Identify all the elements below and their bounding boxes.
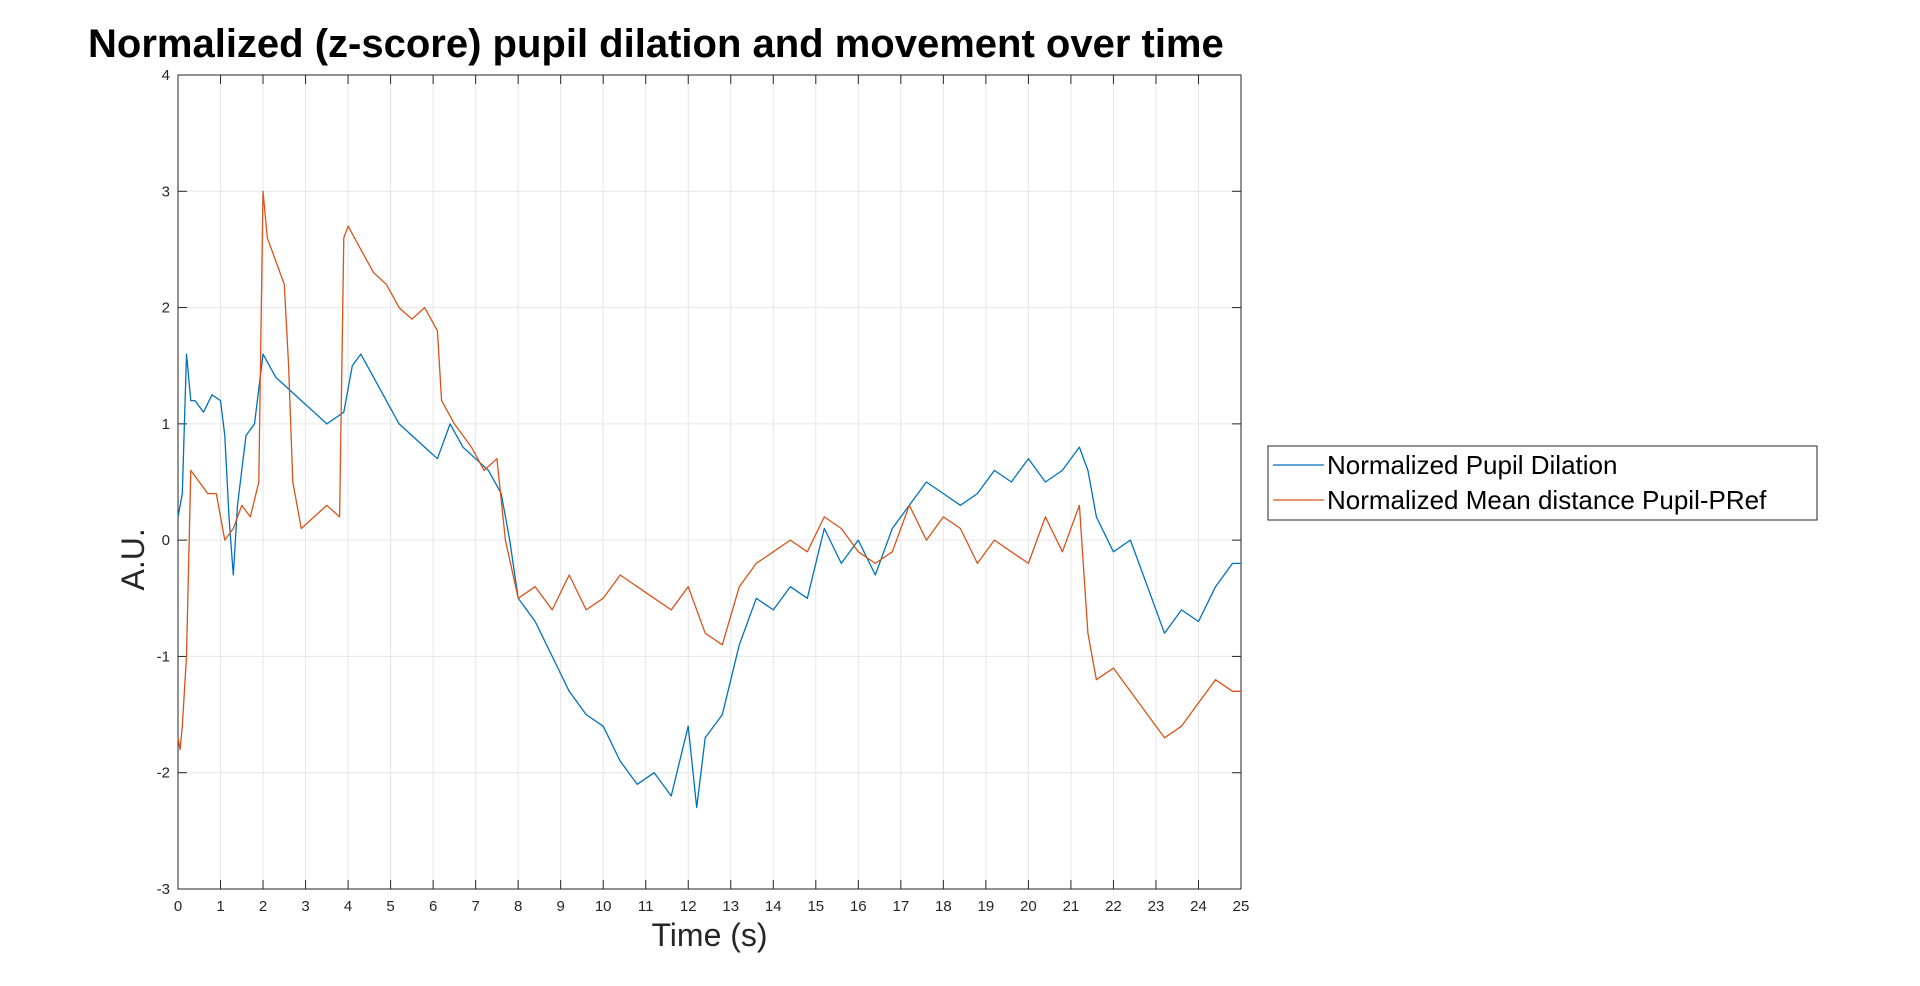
x-tick-label: 8 [514,898,522,915]
legend-label: Normalized Mean distance Pupil-PRef [1327,485,1767,515]
x-tick-label: 25 [1233,898,1250,915]
legend-box [1267,445,1818,521]
x-tick-label: 19 [978,898,995,915]
x-tick-label: 12 [680,898,697,915]
x-tick-label: 1 [216,898,224,915]
x-tick-label: 17 [892,898,909,915]
axis-ticks: 0 1 2 3 4 5 6 7 8 9 10 11 12 13 14 15 16 17 18 19 20 21 22 23 24… [157,67,1250,915]
x-tick-label: 7 [471,898,479,915]
x-tick-label: 2 [259,898,267,915]
x-tick-label: 22 [1105,898,1122,915]
x-tick-label: 21 [1063,898,1080,915]
x-tick-label: 6 [429,898,437,915]
x-tick-label: 11 [638,898,654,915]
x-axis-label: Time (s) [651,917,767,953]
x-tick-label: 20 [1020,898,1037,915]
series-line-1 [177,353,1241,809]
x-tick-label: 24 [1190,898,1207,915]
x-tick-label: 0 [174,898,182,915]
y-axis-label: A.U. [115,528,151,590]
x-tick-label: 23 [1148,898,1165,915]
x-tick-label: 5 [386,898,394,915]
y-tick-label: 1 [162,416,170,433]
x-tick-label: 15 [807,898,824,915]
x-tick-label: 14 [765,898,782,915]
y-tick-label: 4 [162,67,170,84]
y-tick-label: 0 [162,532,170,549]
axes-box [177,74,1242,890]
x-tick-label: 18 [935,898,952,915]
x-tick-label: 9 [557,898,565,915]
x-tick-label: 13 [722,898,739,915]
plot-lines [177,190,1241,809]
x-tick-label: 16 [850,898,867,915]
legend: Normalized Pupil Dilation Normalized Mean… [1267,445,1818,521]
y-tick-label: 3 [162,183,170,200]
legend-label: Normalized Pupil Dilation [1327,450,1617,480]
chart-title: Normalized (z-score) pupil dilation and … [88,22,1224,66]
grid [177,74,1242,890]
y-tick-label: -3 [157,881,170,898]
x-tick-label: 3 [301,898,309,915]
series-line-2 [177,190,1241,751]
y-tick-label: -2 [157,765,170,782]
y-tick-label: 2 [162,300,170,317]
y-tick-label: -1 [157,648,170,665]
x-tick-label: 4 [344,898,352,915]
x-tick-label: 10 [595,898,612,915]
